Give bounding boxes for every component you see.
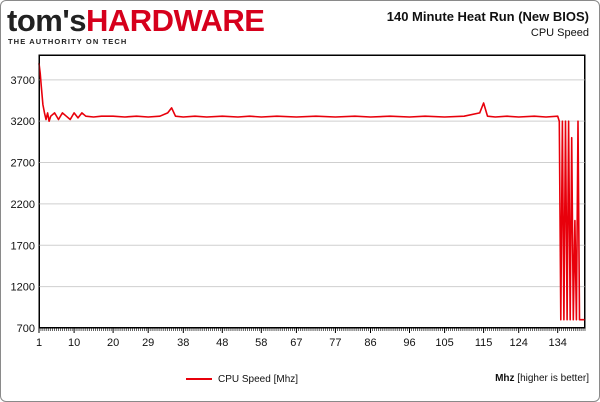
chart-subtitle: CPU Speed — [530, 27, 589, 39]
x-tick-label: 67 — [290, 337, 302, 349]
plot-border — [38, 54, 586, 329]
logo-text-hardware: HARDWARE — [85, 3, 265, 38]
y-tick-label: 1700 — [11, 240, 35, 252]
y-axis-unit-hint: [higher is better] — [514, 373, 589, 384]
x-tick-label: 20 — [107, 337, 119, 349]
x-tick-label: 1 — [36, 337, 42, 349]
y-axis-unit-note: Mhz [higher is better] — [495, 373, 589, 384]
series-line-cpu-speed — [38, 63, 585, 321]
y-tick-label: 3700 — [11, 75, 35, 87]
legend-swatch-cpu-speed — [186, 378, 212, 381]
x-tick-label: 134 — [549, 337, 567, 349]
x-tick-label: 77 — [329, 337, 341, 349]
logo-tagline: THE AUTHORITY ON TECH — [8, 37, 128, 46]
x-tick-label: 115 — [475, 337, 493, 349]
legend-label-cpu-speed: CPU Speed [Mhz] — [218, 374, 299, 385]
x-tick-label: 10 — [68, 337, 80, 349]
y-axis-unit: Mhz — [495, 373, 515, 384]
x-tick-label: 105 — [435, 337, 453, 349]
x-tick-label: 29 — [142, 337, 154, 349]
y-tick-label: 3200 — [11, 116, 35, 128]
x-tick-label: 58 — [255, 337, 267, 349]
y-tick-label: 2200 — [11, 199, 35, 211]
x-tick-label: 86 — [364, 337, 376, 349]
logo-text-toms: tom's — [7, 3, 86, 38]
x-tick-label: 96 — [403, 337, 415, 349]
x-tick-label: 38 — [177, 337, 189, 349]
y-tick-label: 2700 — [11, 158, 35, 170]
x-tick-label: 48 — [216, 337, 228, 349]
y-tick-label: 1200 — [11, 282, 35, 294]
chart-title: 140 Minute Heat Run (New BIOS) — [386, 9, 589, 24]
y-tick-label: 700 — [17, 323, 35, 335]
x-tick-label: 124 — [510, 337, 528, 349]
brand-logo: tom'sHARDWARE — [7, 3, 265, 39]
legend: CPU Speed [Mhz] — [186, 374, 298, 385]
